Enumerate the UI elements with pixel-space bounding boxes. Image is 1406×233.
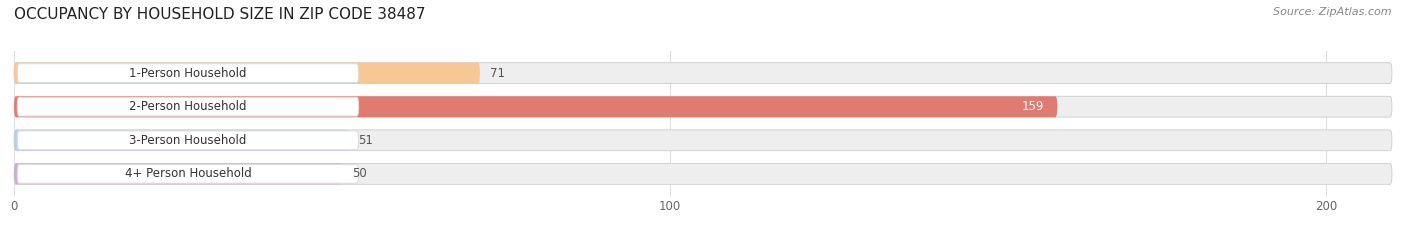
Text: 4+ Person Household: 4+ Person Household	[125, 167, 252, 180]
FancyBboxPatch shape	[17, 64, 359, 82]
FancyBboxPatch shape	[14, 63, 1392, 83]
FancyBboxPatch shape	[14, 96, 1392, 117]
FancyBboxPatch shape	[17, 164, 359, 183]
FancyBboxPatch shape	[17, 131, 359, 150]
FancyBboxPatch shape	[14, 63, 479, 83]
Text: OCCUPANCY BY HOUSEHOLD SIZE IN ZIP CODE 38487: OCCUPANCY BY HOUSEHOLD SIZE IN ZIP CODE …	[14, 7, 426, 22]
Text: Source: ZipAtlas.com: Source: ZipAtlas.com	[1274, 7, 1392, 17]
Text: 1-Person Household: 1-Person Household	[129, 67, 246, 80]
Text: 2-Person Household: 2-Person Household	[129, 100, 246, 113]
FancyBboxPatch shape	[14, 130, 349, 151]
Text: 3-Person Household: 3-Person Household	[129, 134, 246, 147]
Text: 51: 51	[359, 134, 374, 147]
FancyBboxPatch shape	[14, 130, 1392, 151]
Text: 159: 159	[1022, 100, 1045, 113]
Text: 71: 71	[489, 67, 505, 80]
Text: 50: 50	[352, 167, 367, 180]
FancyBboxPatch shape	[17, 97, 359, 116]
FancyBboxPatch shape	[14, 164, 1392, 184]
FancyBboxPatch shape	[14, 164, 342, 184]
FancyBboxPatch shape	[14, 96, 1057, 117]
